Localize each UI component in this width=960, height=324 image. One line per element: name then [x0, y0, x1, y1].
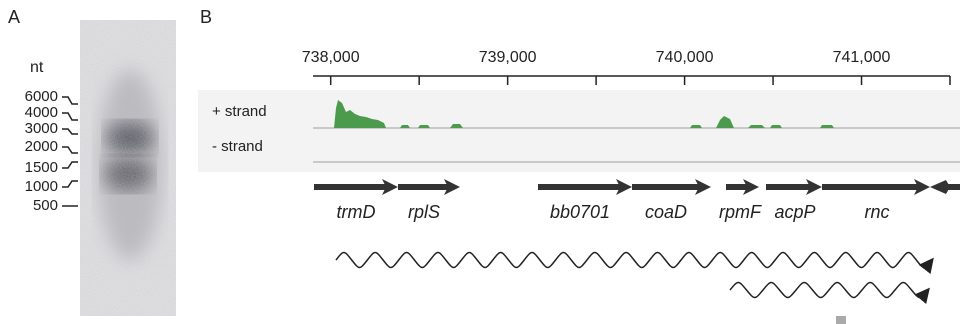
gene-label: rpmF	[719, 202, 762, 222]
track-background	[198, 90, 960, 172]
gel	[80, 20, 176, 316]
tick-label: 738,000	[302, 49, 360, 66]
gene-label: acpP	[774, 202, 815, 222]
axis: 738,000 739,000 740,000 741,000	[302, 49, 950, 85]
ladder-label: 1000	[25, 178, 58, 195]
track-label: - strand	[212, 138, 263, 155]
figure: A nt 6000400030002000 1500 1000 500 B 738,0…	[0, 0, 960, 324]
tick-label: 741,000	[833, 49, 891, 66]
transcript	[336, 253, 932, 268]
ladder-tick	[62, 162, 78, 168]
genes: trmD rplS bb0701 coaD rpmF acpP rnc	[314, 179, 930, 222]
gene-label: coaD	[645, 202, 687, 222]
ladder-tick	[62, 181, 78, 187]
ladder-label: 2000	[25, 138, 58, 155]
gene-label: bb0701	[550, 202, 610, 222]
gene-label: rnc	[864, 202, 889, 222]
panel-label: A	[8, 7, 20, 27]
ladder-tick	[62, 147, 78, 153]
transcript	[730, 283, 928, 298]
marker	[836, 316, 846, 324]
ladder-tick	[62, 129, 78, 134]
ladder-label: 6000	[25, 88, 58, 105]
ladder-label: 1500	[25, 159, 58, 176]
ladder-tick	[62, 113, 78, 120]
unit-label: nt	[30, 59, 44, 76]
ladder-label: 3000	[25, 120, 58, 137]
gel-noise	[80, 20, 176, 316]
panel-label: B	[200, 7, 212, 27]
ladder-label: 500	[33, 197, 58, 214]
gene-label: rplS	[408, 202, 440, 222]
tick-label: 740,000	[656, 49, 714, 66]
gene-label: trmD	[337, 202, 376, 222]
ladder-label: 4000	[25, 104, 58, 121]
ladder-tick	[62, 97, 78, 104]
track-label: + strand	[212, 103, 267, 120]
tick-label: 739,000	[479, 49, 537, 66]
